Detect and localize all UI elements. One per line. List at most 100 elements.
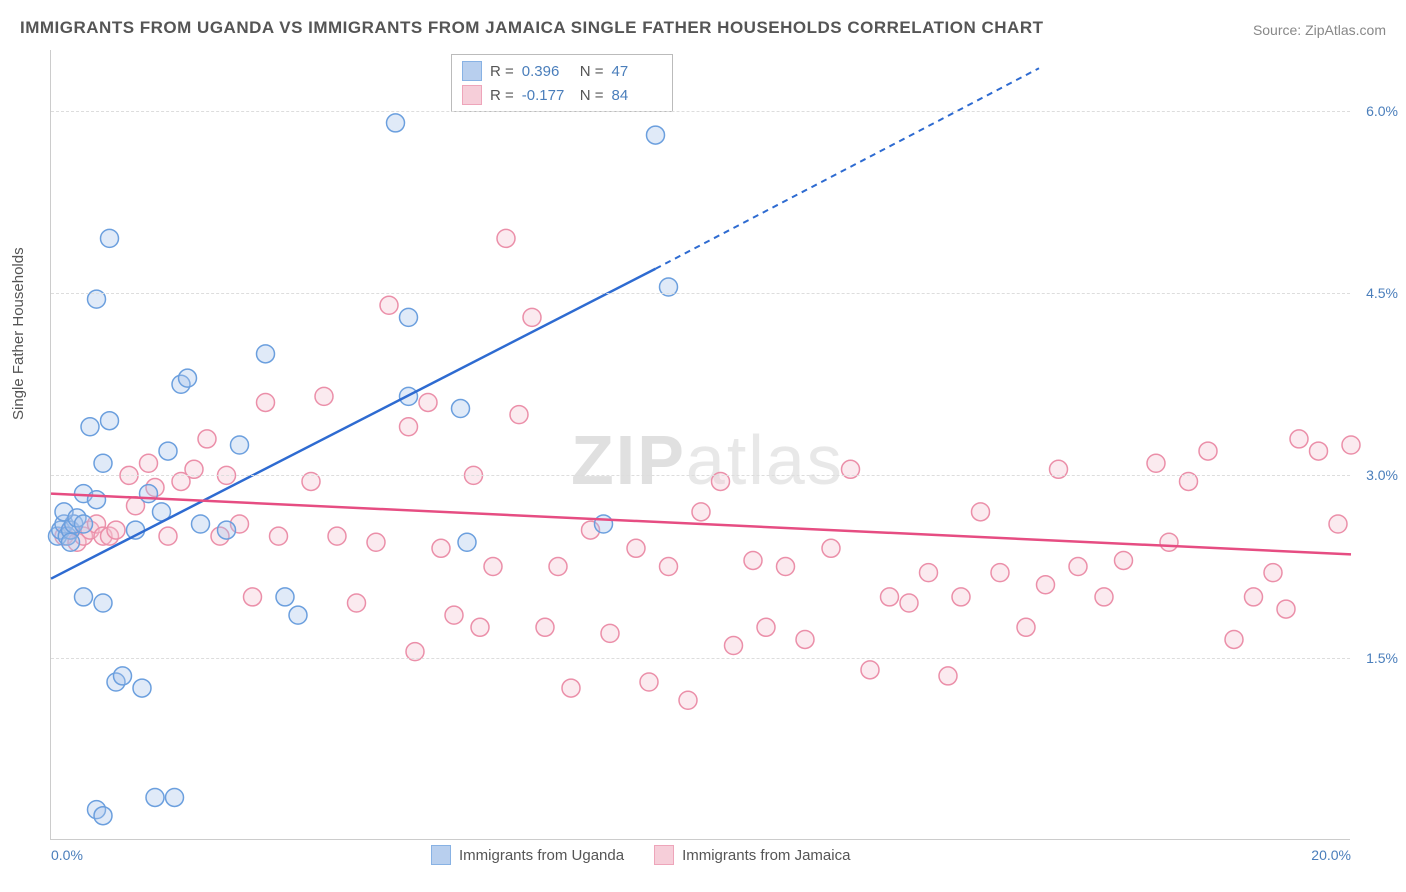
data-point bbox=[75, 515, 93, 533]
data-point bbox=[101, 229, 119, 247]
data-point bbox=[198, 430, 216, 448]
data-point bbox=[244, 588, 262, 606]
legend-series-item: Immigrants from Uganda bbox=[431, 845, 624, 865]
data-point bbox=[523, 308, 541, 326]
data-point bbox=[484, 558, 502, 576]
legend-r-label: R = bbox=[490, 63, 514, 80]
data-point bbox=[1160, 533, 1178, 551]
gridline bbox=[51, 111, 1350, 112]
data-point bbox=[972, 503, 990, 521]
data-point bbox=[647, 126, 665, 144]
data-point bbox=[952, 588, 970, 606]
legend-series-label: Immigrants from Jamaica bbox=[682, 847, 850, 864]
data-point bbox=[328, 527, 346, 545]
legend-swatch bbox=[654, 845, 674, 865]
x-tick-label: 0.0% bbox=[51, 847, 83, 863]
data-point bbox=[75, 588, 93, 606]
trend-line-extrapolated bbox=[656, 68, 1040, 269]
data-point bbox=[107, 521, 125, 539]
legend-series-item: Immigrants from Jamaica bbox=[654, 845, 850, 865]
data-point bbox=[231, 436, 249, 454]
data-point bbox=[1310, 442, 1328, 460]
data-point bbox=[140, 454, 158, 472]
data-point bbox=[133, 679, 151, 697]
y-axis-label: Single Father Households bbox=[10, 247, 27, 420]
data-point bbox=[920, 564, 938, 582]
data-point bbox=[1264, 564, 1282, 582]
data-point bbox=[81, 418, 99, 436]
data-point bbox=[744, 551, 762, 569]
y-tick-label: 3.0% bbox=[1366, 467, 1398, 483]
trend-line bbox=[51, 269, 656, 579]
plot-area: ZIPatlas R =0.396N =47R =-0.177N =84 Imm… bbox=[50, 50, 1350, 840]
gridline bbox=[51, 658, 1350, 659]
legend-series-label: Immigrants from Uganda bbox=[459, 847, 624, 864]
data-point bbox=[400, 308, 418, 326]
series-legend: Immigrants from Uganda Immigrants from Ja… bbox=[431, 845, 850, 865]
legend-n-label: N = bbox=[580, 87, 604, 104]
data-point bbox=[257, 345, 275, 363]
data-point bbox=[1069, 558, 1087, 576]
data-point bbox=[1342, 436, 1360, 454]
data-point bbox=[400, 418, 418, 436]
legend-row: R =0.396N =47 bbox=[462, 59, 662, 83]
data-point bbox=[62, 533, 80, 551]
gridline bbox=[51, 475, 1350, 476]
data-point bbox=[140, 485, 158, 503]
data-point bbox=[348, 594, 366, 612]
data-point bbox=[387, 114, 405, 132]
y-tick-label: 4.5% bbox=[1366, 285, 1398, 301]
data-point bbox=[1329, 515, 1347, 533]
data-point bbox=[452, 400, 470, 418]
legend-row: R =-0.177N =84 bbox=[462, 83, 662, 107]
data-point bbox=[627, 539, 645, 557]
chart-title: IMMIGRANTS FROM UGANDA VS IMMIGRANTS FRO… bbox=[20, 18, 1043, 38]
gridline bbox=[51, 293, 1350, 294]
data-point bbox=[146, 788, 164, 806]
data-point bbox=[315, 387, 333, 405]
data-point bbox=[777, 558, 795, 576]
data-point bbox=[166, 788, 184, 806]
correlation-legend: R =0.396N =47R =-0.177N =84 bbox=[451, 54, 673, 112]
data-point bbox=[939, 667, 957, 685]
data-point bbox=[94, 594, 112, 612]
data-point bbox=[595, 515, 613, 533]
data-point bbox=[991, 564, 1009, 582]
legend-swatch bbox=[462, 61, 482, 81]
data-point bbox=[432, 539, 450, 557]
data-point bbox=[562, 679, 580, 697]
data-point bbox=[367, 533, 385, 551]
legend-swatch bbox=[431, 845, 451, 865]
data-point bbox=[159, 442, 177, 460]
y-tick-label: 1.5% bbox=[1366, 650, 1398, 666]
data-point bbox=[88, 491, 106, 509]
data-point bbox=[1290, 430, 1308, 448]
data-point bbox=[380, 296, 398, 314]
data-point bbox=[94, 454, 112, 472]
data-point bbox=[471, 618, 489, 636]
data-point bbox=[257, 393, 275, 411]
data-point bbox=[179, 369, 197, 387]
data-point bbox=[276, 588, 294, 606]
data-point bbox=[861, 661, 879, 679]
data-point bbox=[725, 637, 743, 655]
data-point bbox=[601, 624, 619, 642]
data-point bbox=[445, 606, 463, 624]
legend-n-value: 47 bbox=[612, 63, 662, 80]
data-point bbox=[458, 533, 476, 551]
legend-swatch bbox=[462, 85, 482, 105]
legend-n-label: N = bbox=[580, 63, 604, 80]
legend-n-value: 84 bbox=[612, 87, 662, 104]
source-attribution: Source: ZipAtlas.com bbox=[1253, 22, 1386, 38]
data-point bbox=[218, 521, 236, 539]
data-point bbox=[1147, 454, 1165, 472]
data-point bbox=[94, 807, 112, 825]
data-point bbox=[101, 412, 119, 430]
data-point bbox=[660, 558, 678, 576]
data-point bbox=[822, 539, 840, 557]
data-point bbox=[1037, 576, 1055, 594]
data-point bbox=[796, 630, 814, 648]
data-point bbox=[419, 393, 437, 411]
data-point bbox=[549, 558, 567, 576]
data-point bbox=[192, 515, 210, 533]
